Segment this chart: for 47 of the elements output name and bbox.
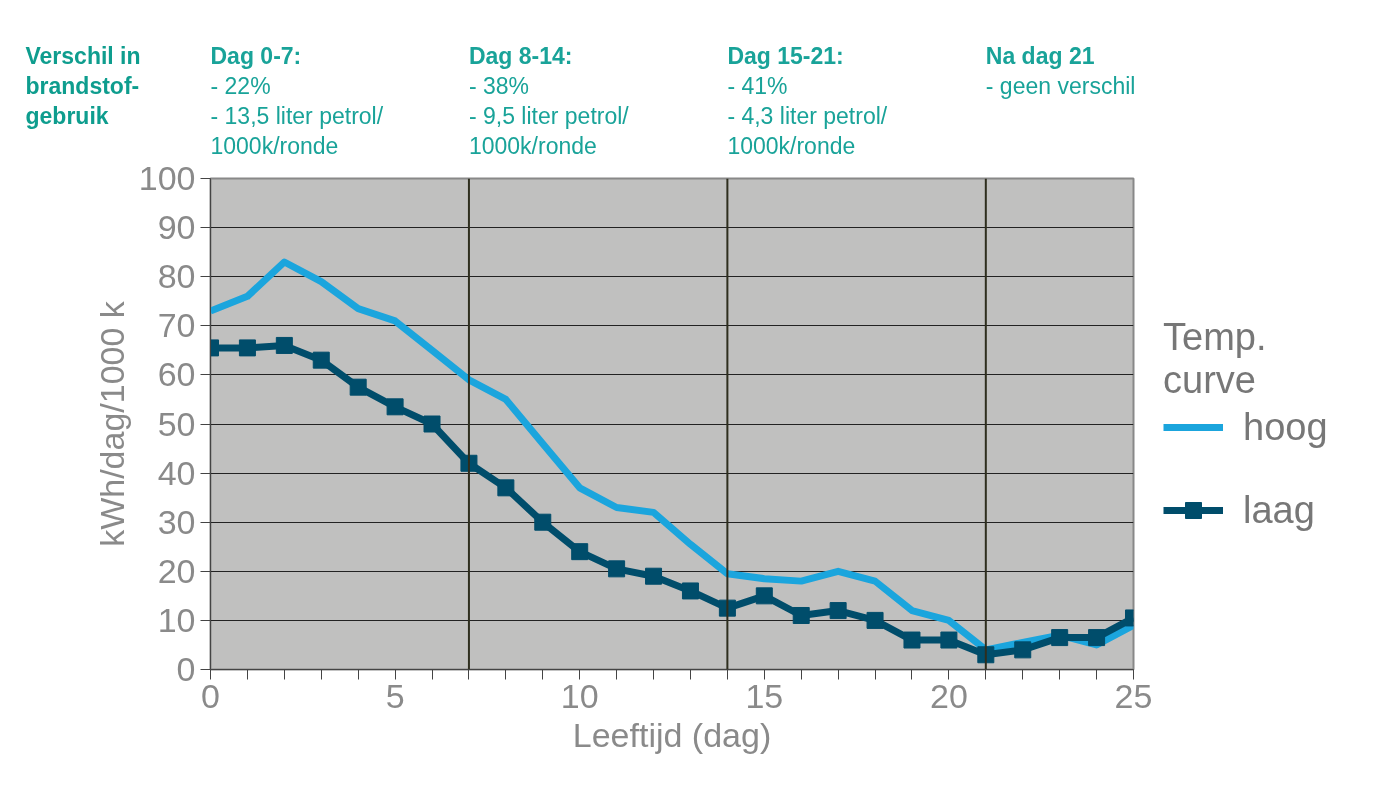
x-tick-label: 10: [560, 676, 599, 715]
y-tick-label: 40: [157, 453, 196, 492]
y-tick-label: 10: [157, 600, 196, 639]
point: [312, 351, 330, 369]
x-tick-label: 5: [385, 676, 405, 715]
y-tick-label: 20: [157, 551, 196, 590]
point: [386, 398, 404, 416]
y-tick-label: 60: [157, 355, 196, 394]
y-tick-label: 70: [157, 306, 196, 345]
text: Na dag 21 - geen verschil: [985, 42, 1136, 99]
y-tick-label: 90: [157, 208, 196, 247]
y-tick-label: 30: [157, 502, 196, 541]
point: [940, 631, 958, 649]
point: [349, 378, 367, 396]
point: [755, 587, 773, 605]
point: [238, 339, 256, 357]
text: Verschil in brandstof- gebruik: [25, 42, 141, 129]
y-tick-label: 100: [138, 159, 196, 197]
y-tick-label: 50: [157, 404, 196, 443]
point: [1014, 641, 1032, 659]
x-tick-label: 15: [745, 676, 784, 715]
text: Dag 15-21: - 41% - 4,3 liter petrol/ 1000k/ronde: [727, 42, 888, 159]
x-tick-label: 0: [201, 676, 220, 715]
y-tick-label: 80: [157, 257, 196, 296]
text: Dag 0-7: - 22% - 13,5 liter petrol/ 1000k/ronde: [210, 42, 384, 159]
y-axis-title: kWh/dag/1000 k: [92, 300, 131, 547]
point: [1051, 629, 1069, 647]
x-tick-label: 25: [1114, 676, 1153, 715]
x-axis-title: Leeftijd (dag): [572, 715, 772, 754]
point: [829, 602, 847, 620]
point: [608, 560, 626, 578]
point: [1088, 629, 1106, 647]
point: [903, 631, 921, 649]
point: [534, 513, 552, 531]
point: [792, 606, 810, 624]
point: [645, 567, 663, 585]
text: Dag 8-14: - 38% - 9,5 liter petrol/ 1000k/ronde: [468, 42, 630, 159]
legend-label: laag: [1243, 488, 1315, 532]
point: [866, 611, 884, 629]
point: [571, 543, 589, 561]
point: [681, 582, 699, 600]
point: [497, 479, 515, 497]
x-tick-label: 20: [929, 676, 968, 715]
legend-label: hoog: [1243, 405, 1328, 449]
y-tick-label: 0: [176, 650, 196, 688]
point: [423, 415, 441, 433]
point: [275, 336, 293, 354]
